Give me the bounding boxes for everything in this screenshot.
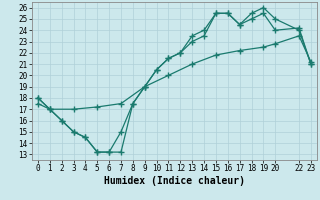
- X-axis label: Humidex (Indice chaleur): Humidex (Indice chaleur): [104, 176, 245, 186]
